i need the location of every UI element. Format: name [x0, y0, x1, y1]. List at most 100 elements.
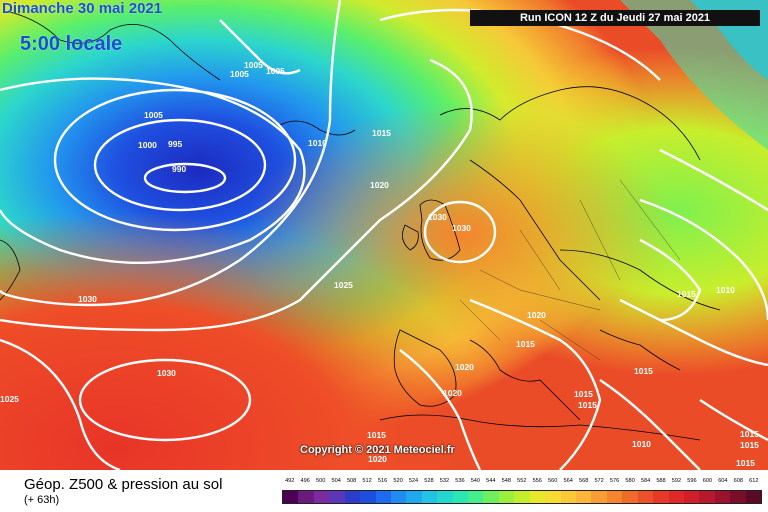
- scale-value: 504: [331, 478, 341, 484]
- scale-value: 532: [439, 478, 450, 484]
- scale-value: 512: [362, 478, 372, 484]
- isobar-label: 1015: [367, 430, 386, 440]
- scale-swatch: [683, 491, 700, 503]
- scale-value: 564: [563, 478, 573, 484]
- forecast-hour-label: 5:00 locale: [20, 33, 123, 55]
- scale-swatch: [529, 491, 546, 503]
- isobar-label: 1025: [334, 280, 353, 290]
- isobar-label: 1030: [452, 223, 471, 233]
- scale-value: 520: [393, 478, 403, 484]
- geopotential-color-scale: 492 496 500 504 508 512 516 520 524 528 532 536 540 5…: [282, 478, 762, 508]
- scale-value: 596: [687, 478, 697, 484]
- scale-value: 580: [625, 478, 635, 484]
- scale-swatch: [622, 491, 638, 503]
- scale-swatch: [360, 491, 376, 503]
- scale-swatch: [437, 491, 453, 503]
- isobar-label: 1015: [740, 440, 759, 450]
- scale-value: 604: [718, 478, 728, 484]
- scale-swatch: [545, 491, 561, 503]
- scale-value: 608: [733, 478, 743, 484]
- isobar-label: 1030: [428, 212, 447, 222]
- scale-value: 548: [501, 478, 511, 484]
- scale-value: 592: [671, 478, 682, 484]
- map-top-right-cyan: [620, 0, 768, 150]
- isobar-label: 1020: [455, 362, 474, 372]
- isobar-label: 1020: [368, 454, 387, 464]
- scale-swatch: [699, 491, 715, 503]
- scale-labels: 492 496 500 504 508 512 516 520 524 528 532 536 540 5…: [282, 478, 762, 488]
- scale-value: 492: [285, 478, 295, 484]
- scale-swatch: [390, 491, 407, 503]
- scale-swatch: [498, 491, 515, 503]
- isobar-label: 1005: [244, 60, 263, 70]
- isobar-label: 1010: [716, 285, 735, 295]
- scale-swatch: [514, 491, 530, 503]
- scale-swatch: [560, 491, 577, 503]
- scale-swatch: [483, 491, 499, 503]
- copyright-label: Copyright © 2021 Meteociel.fr: [300, 444, 455, 456]
- isobar-label: 1030: [157, 368, 176, 378]
- isobar-label: 1005: [266, 66, 285, 76]
- isobar-label: 1020: [443, 388, 462, 398]
- isobar-label: 1015: [574, 389, 593, 399]
- coastlines: [0, 11, 721, 441]
- forecast-date-label: Dimanche 30 mai 2021: [2, 0, 163, 17]
- scale-value: 556: [532, 478, 542, 484]
- legend-title: Géop. Z500 & pression au sol: [24, 476, 223, 493]
- scale-swatch: [730, 491, 746, 503]
- scale-swatch: [452, 491, 469, 503]
- scale-swatch: [375, 491, 391, 503]
- isobar-label: 1015: [634, 366, 653, 376]
- scale-value: 572: [594, 478, 604, 484]
- scale-value: 584: [640, 478, 651, 484]
- scale-swatch: [468, 491, 484, 503]
- map-uk-shade: [0, 0, 768, 470]
- scale-swatch: [421, 491, 438, 503]
- isobar-lines: [0, 0, 768, 470]
- isobar-label: 1030: [78, 294, 97, 304]
- scale-value: 612: [749, 478, 759, 484]
- scale-swatch: [298, 491, 314, 503]
- scale-value: 516: [377, 478, 388, 484]
- scale-swatch: [329, 491, 345, 503]
- isobar-label: 1020: [370, 180, 389, 190]
- isobar-label: 1015: [516, 339, 535, 349]
- isobar-label: 995: [168, 139, 182, 149]
- scale-swatch: [406, 491, 422, 503]
- scale-swatch: [591, 491, 607, 503]
- scale-swatch: [653, 491, 669, 503]
- scale-swatch: [606, 491, 623, 503]
- isobar-label: 1020: [527, 310, 546, 320]
- isobar-label: 1005: [230, 69, 249, 79]
- isobar-label: 1015: [677, 289, 696, 299]
- isobar-label: 1015: [740, 429, 759, 439]
- isobar-labels: 1005 1005 1005 1005 1000 995 990 1010 10…: [0, 60, 759, 468]
- pressure-map: 1005 1005 1005 1005 1000 995 990 1010 10…: [0, 0, 768, 470]
- isobar-label: 1005: [144, 110, 163, 120]
- scale-value: 560: [548, 478, 558, 484]
- isobar-label: 1015: [372, 128, 391, 138]
- scale-swatch: [714, 491, 731, 503]
- scale-value: 500: [316, 478, 326, 484]
- isobar-label: 1010: [308, 138, 327, 148]
- model-run-label: Run ICON 12 Z du Jeudi 27 mai 2021: [470, 10, 760, 26]
- borders: [459, 179, 681, 361]
- isobar-label: 1025: [0, 394, 19, 404]
- scale-swatch: [745, 491, 762, 503]
- scale-value: 568: [578, 478, 589, 484]
- scale-value: 528: [424, 478, 434, 484]
- scale-swatch: [283, 491, 299, 503]
- legend-subtitle: (+ 63h): [24, 494, 60, 506]
- scale-value: 496: [300, 478, 310, 484]
- isobar-label: 1010: [632, 439, 651, 449]
- scale-swatch: [668, 491, 684, 503]
- isobar-label: 1000: [138, 140, 157, 150]
- scale-value: 576: [609, 478, 620, 484]
- scale-value: 544: [486, 478, 496, 484]
- scale-swatch: [637, 491, 654, 503]
- scale-value: 540: [470, 478, 481, 484]
- scale-swatch: [344, 491, 361, 503]
- isobar-label: 1015: [578, 400, 597, 410]
- isobar-label: 990: [172, 164, 186, 174]
